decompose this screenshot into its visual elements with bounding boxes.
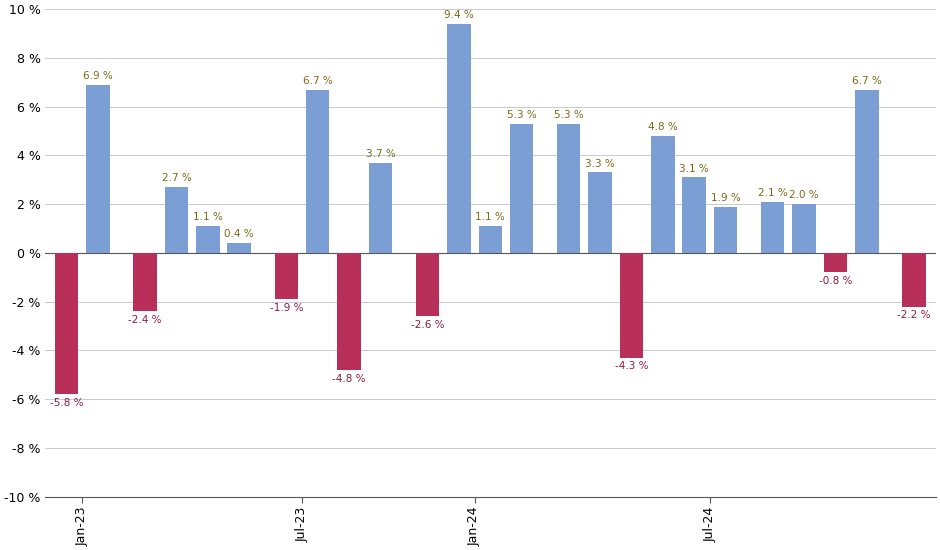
Bar [337, 253, 361, 370]
Bar [478, 226, 502, 253]
Text: -2.2 %: -2.2 % [897, 310, 931, 320]
Text: 6.7 %: 6.7 % [852, 76, 882, 86]
Text: 1.1 %: 1.1 % [193, 212, 223, 222]
Bar [415, 253, 439, 316]
Bar [227, 243, 251, 253]
Bar [306, 90, 329, 253]
Text: -4.8 %: -4.8 % [333, 373, 366, 383]
Text: 2.7 %: 2.7 % [162, 173, 192, 184]
Bar [86, 85, 110, 253]
Text: -1.9 %: -1.9 % [270, 303, 303, 313]
Text: -2.4 %: -2.4 % [129, 315, 162, 325]
Text: 2.1 %: 2.1 % [758, 188, 788, 198]
Text: 6.7 %: 6.7 % [303, 76, 333, 86]
Text: 9.4 %: 9.4 % [444, 10, 474, 20]
Bar [509, 124, 533, 253]
Bar [855, 90, 879, 253]
Text: -5.8 %: -5.8 % [50, 398, 84, 408]
Bar [196, 226, 220, 253]
Bar [651, 136, 675, 253]
Bar [274, 253, 298, 299]
Text: 5.3 %: 5.3 % [554, 110, 584, 120]
Text: -0.8 %: -0.8 % [819, 276, 853, 286]
Text: 6.9 %: 6.9 % [83, 71, 113, 81]
Bar [133, 253, 157, 311]
Bar [760, 202, 785, 253]
Text: 0.4 %: 0.4 % [225, 229, 254, 239]
Text: 3.3 %: 3.3 % [586, 159, 615, 169]
Bar [588, 173, 612, 253]
Text: -2.6 %: -2.6 % [411, 320, 445, 330]
Text: 1.1 %: 1.1 % [476, 212, 505, 222]
Text: 1.9 %: 1.9 % [711, 193, 741, 203]
Bar [556, 124, 581, 253]
Bar [792, 204, 816, 253]
Bar [55, 253, 78, 394]
Bar [823, 253, 847, 272]
Bar [619, 253, 643, 358]
Text: 4.8 %: 4.8 % [648, 122, 678, 132]
Bar [682, 177, 706, 253]
Text: -4.3 %: -4.3 % [615, 361, 649, 371]
Bar [713, 207, 737, 253]
Text: 5.3 %: 5.3 % [507, 110, 537, 120]
Bar [902, 253, 926, 306]
Text: 3.7 %: 3.7 % [366, 149, 396, 159]
Bar [368, 163, 392, 253]
Bar [164, 187, 188, 253]
Text: 3.1 %: 3.1 % [680, 164, 709, 174]
Text: 2.0 %: 2.0 % [790, 190, 819, 201]
Bar [447, 24, 471, 253]
